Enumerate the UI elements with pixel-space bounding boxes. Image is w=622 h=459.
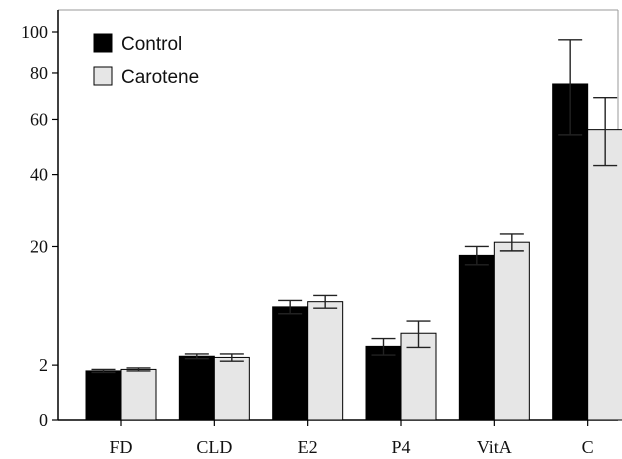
bar — [587, 129, 622, 421]
y-tick-label: 40 — [30, 165, 48, 185]
y-tick-label: 20 — [30, 236, 48, 256]
bars — [85, 83, 622, 421]
x-tick-label: E2 — [298, 437, 318, 457]
bar — [307, 301, 344, 421]
y-tick-label: 2 — [39, 355, 48, 375]
bar — [365, 345, 402, 421]
bar — [552, 83, 589, 421]
bar — [120, 368, 157, 421]
legend-swatch-carotene — [93, 66, 113, 86]
bar — [458, 254, 495, 421]
error-bars — [91, 39, 618, 374]
bar — [272, 306, 309, 421]
y-tick-label: 0 — [39, 410, 48, 430]
legend: Control Carotene — [93, 33, 199, 88]
x-tick-label: P4 — [391, 437, 410, 457]
legend-label-control: Control — [121, 34, 182, 55]
y-axis: 0 2 20 40 60 80 100 — [21, 22, 58, 430]
bar — [493, 241, 530, 421]
y-tick-label: 100 — [21, 22, 48, 42]
legend-swatch-control — [93, 33, 113, 53]
legend-label-carotene: Carotene — [121, 67, 199, 88]
x-tick-label: FD — [109, 437, 132, 457]
x-tick-label: CLD — [196, 437, 232, 457]
bar — [213, 356, 250, 421]
x-axis: FD CLD E2 P4 VitA C — [109, 420, 594, 457]
y-tick-label: 80 — [30, 63, 48, 83]
y-tick-label: 60 — [30, 109, 48, 129]
bar — [85, 370, 122, 421]
x-tick-label: C — [582, 437, 594, 457]
x-tick-label: VitA — [477, 437, 512, 457]
bar — [178, 355, 215, 421]
